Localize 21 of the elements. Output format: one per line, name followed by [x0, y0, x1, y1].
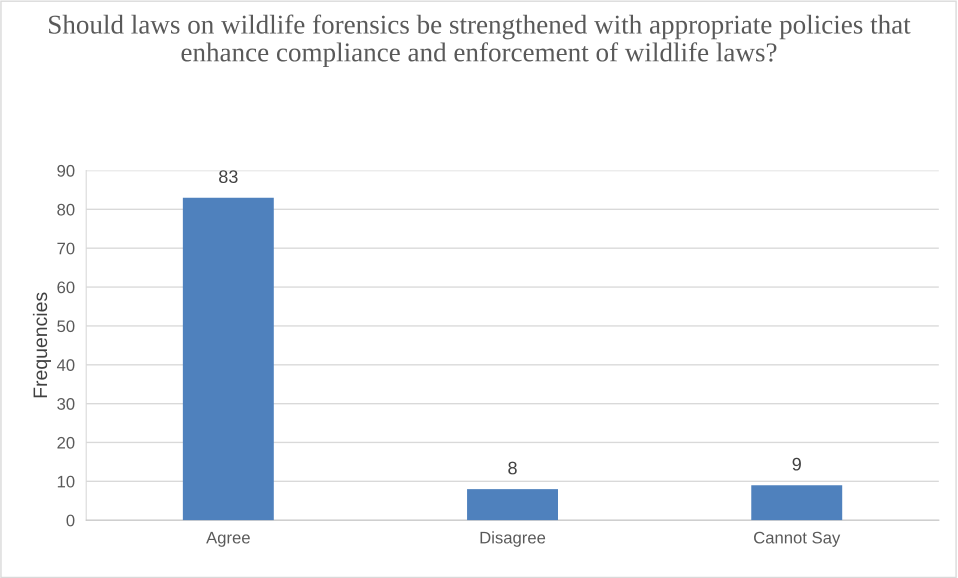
y-tick-label: 10 [58, 476, 74, 488]
bar [182, 198, 274, 520]
bar [467, 489, 558, 520]
y-tick-label: 60 [57, 281, 74, 294]
x-tick-label: Disagree [480, 531, 546, 547]
bar [751, 485, 842, 520]
x-tick-label: Cannot Say [754, 532, 840, 547]
y-tick-label: 80 [57, 204, 74, 216]
data-label: 8 [508, 462, 517, 474]
y-tick-label: 90 [57, 164, 74, 177]
y-tick-label: 0 [66, 514, 74, 526]
y-tick-label: 70 [57, 242, 74, 254]
data-label: 9 [792, 458, 801, 471]
y-tick-label: 40 [56, 359, 74, 371]
y-tick-label: 20 [57, 436, 74, 449]
chart-title: Should laws on wildlife forensics be strengthened with appropriate policies that enhance compliance and enforcement of wildlife laws? [49, 14, 911, 68]
y-axis-title: Frequencies [32, 292, 52, 398]
y-tick-label: 30 [57, 398, 74, 410]
x-tick-label: Agree [206, 532, 250, 547]
y-tick-label: 50 [57, 320, 74, 332]
data-label: 83 [219, 170, 238, 184]
